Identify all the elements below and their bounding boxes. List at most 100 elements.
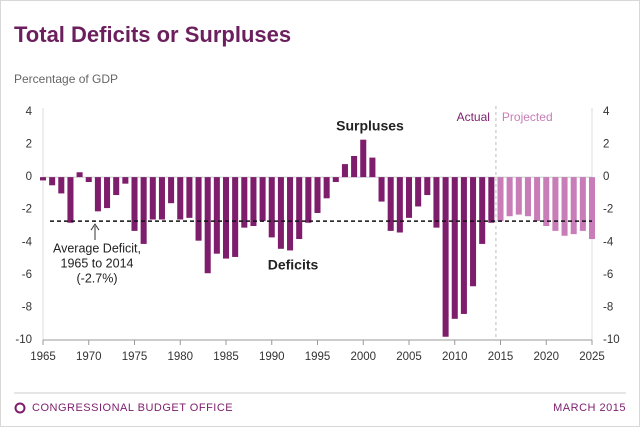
y-tick-label: 0 — [26, 171, 32, 183]
bar — [515, 177, 522, 215]
y-tick-label: 2 — [26, 139, 32, 151]
bar — [305, 177, 312, 223]
x-tick-label: 2005 — [396, 351, 422, 363]
bar — [186, 177, 193, 218]
x-tick-label: 1970 — [76, 351, 102, 363]
bar — [76, 172, 83, 178]
bar — [543, 177, 550, 226]
bar — [277, 177, 284, 249]
x-tick-label: 1965 — [30, 351, 56, 363]
bar — [39, 177, 47, 181]
x-tick-label: 2015 — [488, 351, 514, 363]
bar — [94, 177, 101, 212]
y-tick-label: -8 — [22, 301, 32, 313]
bar — [460, 177, 467, 314]
bar — [158, 177, 165, 220]
bar — [396, 177, 403, 233]
bar — [433, 177, 440, 228]
chart-title: Total Deficits or Surpluses — [14, 22, 291, 47]
bar — [479, 177, 486, 244]
bar — [268, 177, 275, 238]
x-tick-label: 1985 — [213, 351, 239, 363]
bar — [369, 157, 376, 178]
x-tick-label: 2020 — [533, 351, 559, 363]
average-label: Average Deficit, — [53, 241, 141, 255]
cbo-logo — [14, 402, 26, 414]
bar — [149, 177, 156, 220]
bar — [497, 177, 504, 222]
bar — [442, 177, 449, 337]
bar — [58, 177, 65, 194]
x-tick-label: 1975 — [122, 351, 148, 363]
bar — [222, 177, 230, 259]
x-tick-label: 1990 — [259, 351, 285, 363]
bar — [85, 177, 92, 183]
footer-right: MARCH 2015 — [553, 402, 626, 414]
bar — [570, 177, 577, 235]
bar — [122, 177, 129, 184]
y2-tick-label: -2 — [603, 204, 613, 216]
bar — [204, 177, 211, 274]
y2-tick-label: 2 — [603, 139, 609, 151]
legend-actual: Actual — [457, 110, 490, 124]
x-tick-label: 2025 — [579, 351, 605, 363]
y2-tick-label: 0 — [603, 171, 609, 183]
bar — [113, 177, 120, 196]
footer-left: CONGRESSIONAL BUDGET OFFICE — [32, 402, 233, 414]
bar — [259, 177, 266, 222]
bar — [67, 177, 74, 223]
bar — [561, 177, 568, 236]
y-tick-label: 4 — [26, 106, 33, 118]
subtitle: Percentage of GDP — [14, 72, 118, 86]
bar — [241, 177, 248, 228]
bar — [378, 177, 385, 202]
bar — [488, 177, 495, 223]
bar — [213, 177, 220, 254]
bar — [415, 177, 422, 207]
y-tick-label: -10 — [15, 334, 32, 346]
annotation-deficits: Deficits — [268, 257, 319, 273]
bar — [140, 177, 147, 244]
y2-tick-label: -10 — [603, 334, 620, 346]
bar — [341, 164, 348, 178]
bar — [177, 177, 184, 220]
bar — [387, 177, 394, 231]
bar — [524, 177, 531, 217]
annotation-surpluses: Surpluses — [336, 118, 404, 134]
bar — [314, 177, 321, 213]
bar — [323, 177, 330, 199]
bar — [534, 177, 541, 222]
y2-tick-label: -6 — [603, 269, 613, 281]
bar — [424, 177, 431, 196]
bar — [287, 177, 294, 251]
bar — [232, 177, 239, 257]
bar — [552, 177, 559, 231]
legend-projected: Projected — [502, 110, 553, 124]
bar — [49, 177, 56, 186]
bar — [131, 177, 138, 231]
x-tick-label: 1995 — [305, 351, 331, 363]
x-tick-label: 1980 — [167, 351, 193, 363]
bar — [579, 177, 586, 231]
y2-tick-label: 4 — [603, 106, 610, 118]
bar — [250, 177, 257, 226]
bar — [168, 177, 175, 204]
x-tick-label: 2000 — [350, 351, 376, 363]
bar — [451, 177, 458, 319]
bar — [588, 177, 596, 240]
bar — [470, 177, 477, 287]
y2-tick-label: -4 — [603, 236, 614, 248]
bar — [332, 177, 339, 183]
y-tick-label: -2 — [22, 204, 32, 216]
y-tick-label: -4 — [22, 236, 33, 248]
bar — [405, 177, 413, 218]
bar — [296, 177, 303, 240]
y2-tick-label: -8 — [603, 301, 613, 313]
bar — [195, 177, 202, 241]
y-tick-label: -6 — [22, 269, 32, 281]
bar — [104, 177, 111, 209]
bar — [351, 155, 358, 178]
